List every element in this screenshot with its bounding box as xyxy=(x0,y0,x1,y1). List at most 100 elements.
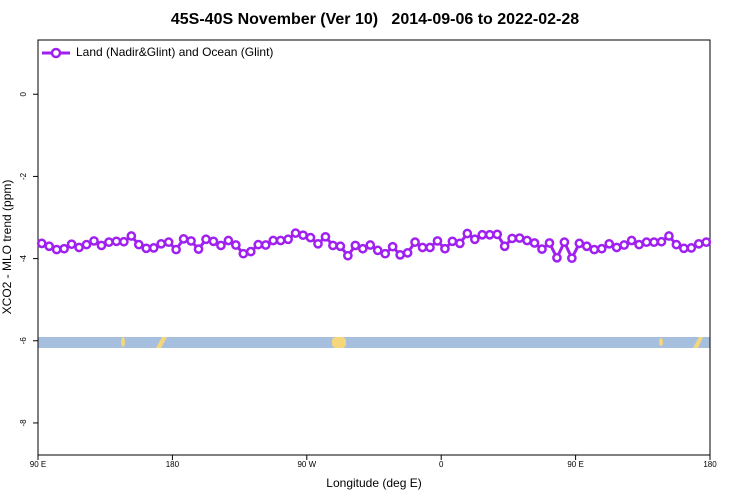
series-point xyxy=(290,228,301,238)
series-point xyxy=(567,253,577,264)
legend-label: Land (Nadir&Glint) and Ocean (Glint) xyxy=(76,45,273,59)
series-point xyxy=(133,239,144,250)
y-tick-label: -8 xyxy=(19,419,28,427)
y-tick-label: -4 xyxy=(19,254,28,262)
series-point xyxy=(634,239,644,250)
series-point xyxy=(693,238,704,249)
series-point xyxy=(51,244,62,255)
series-point xyxy=(148,243,159,253)
series-point xyxy=(537,244,547,254)
land-ocean-strip xyxy=(38,337,710,348)
series-point xyxy=(178,234,189,244)
series-point xyxy=(402,247,413,258)
series-point xyxy=(328,240,338,251)
series-point xyxy=(216,240,226,251)
series-point xyxy=(372,245,383,256)
x-tick-label: 90 E xyxy=(567,460,583,469)
series-point xyxy=(686,243,697,253)
series-point xyxy=(499,241,510,252)
x-tick-label: 180 xyxy=(166,460,180,469)
x-tick-label: 180 xyxy=(703,460,717,469)
series-point xyxy=(395,250,405,260)
series-point xyxy=(44,241,55,252)
series-point xyxy=(544,238,555,248)
series-point xyxy=(365,240,376,250)
series-point xyxy=(343,250,353,261)
series-point xyxy=(432,236,443,246)
x-tick-label: 0 xyxy=(439,460,444,469)
series-point xyxy=(156,238,167,249)
series-point xyxy=(440,243,450,254)
series-point xyxy=(245,246,256,257)
series-point xyxy=(171,244,181,255)
series-point xyxy=(656,236,667,247)
series-point xyxy=(529,238,540,248)
series-point xyxy=(611,242,622,253)
series-point xyxy=(96,240,107,251)
series-point xyxy=(596,243,607,254)
series-point xyxy=(126,231,137,241)
series-point xyxy=(36,238,47,249)
series-point xyxy=(313,238,323,249)
series-point xyxy=(581,241,592,252)
series-point xyxy=(193,244,204,254)
x-tick-label: 90 E xyxy=(30,460,46,469)
land-patch xyxy=(693,337,703,348)
land-patch xyxy=(156,337,167,348)
series-point xyxy=(186,236,196,246)
y-tick-label: -6 xyxy=(19,337,28,345)
series-point xyxy=(268,235,279,246)
series-point xyxy=(462,228,473,239)
y-tick-label: -2 xyxy=(19,172,28,180)
series-point xyxy=(74,242,84,253)
series-point xyxy=(141,243,152,254)
series-point xyxy=(641,237,652,248)
series-point xyxy=(163,237,174,248)
series-point xyxy=(469,234,480,245)
x-tick-label: 90 W xyxy=(297,460,316,469)
series-point xyxy=(679,243,689,254)
series-point xyxy=(701,237,712,248)
chart-title: 45S-40S November (Ver 10) 2014-09-06 to … xyxy=(171,11,579,28)
series-point xyxy=(201,234,211,245)
series-point xyxy=(425,242,435,253)
series-point xyxy=(604,238,615,249)
series-point xyxy=(231,240,241,250)
series-point xyxy=(208,236,219,247)
series-point xyxy=(484,229,495,240)
series-point xyxy=(589,244,600,255)
plot-frame xyxy=(37,39,711,456)
series-point xyxy=(552,252,562,263)
series-point xyxy=(380,248,391,259)
series-point xyxy=(66,239,77,250)
y-tick-label: 0 xyxy=(19,91,28,96)
series-point xyxy=(253,239,264,250)
series-point xyxy=(522,235,532,246)
series-point xyxy=(507,233,517,244)
y-axis-label: XCO2 - MLO trend (ppm) xyxy=(0,180,14,315)
series-point xyxy=(320,231,331,242)
series-point xyxy=(275,235,286,246)
series-point xyxy=(477,229,488,240)
series-point xyxy=(104,237,114,248)
land-patch xyxy=(332,337,346,348)
series-point xyxy=(447,236,458,247)
series-point xyxy=(305,232,316,243)
series-point xyxy=(111,236,122,247)
series-point xyxy=(671,239,682,250)
land-patch xyxy=(121,337,125,347)
series-point xyxy=(559,237,570,248)
series-point xyxy=(514,233,525,243)
series-point xyxy=(283,234,293,245)
series-point xyxy=(626,235,637,246)
series-point xyxy=(664,231,674,241)
series-point xyxy=(335,241,346,252)
series-point xyxy=(492,229,503,240)
series-point xyxy=(619,240,629,250)
land-patch xyxy=(659,338,663,346)
series-point xyxy=(81,239,92,250)
series-point xyxy=(238,248,249,259)
x-axis-label: Longitude (deg E) xyxy=(326,476,421,490)
series-point xyxy=(59,243,69,254)
